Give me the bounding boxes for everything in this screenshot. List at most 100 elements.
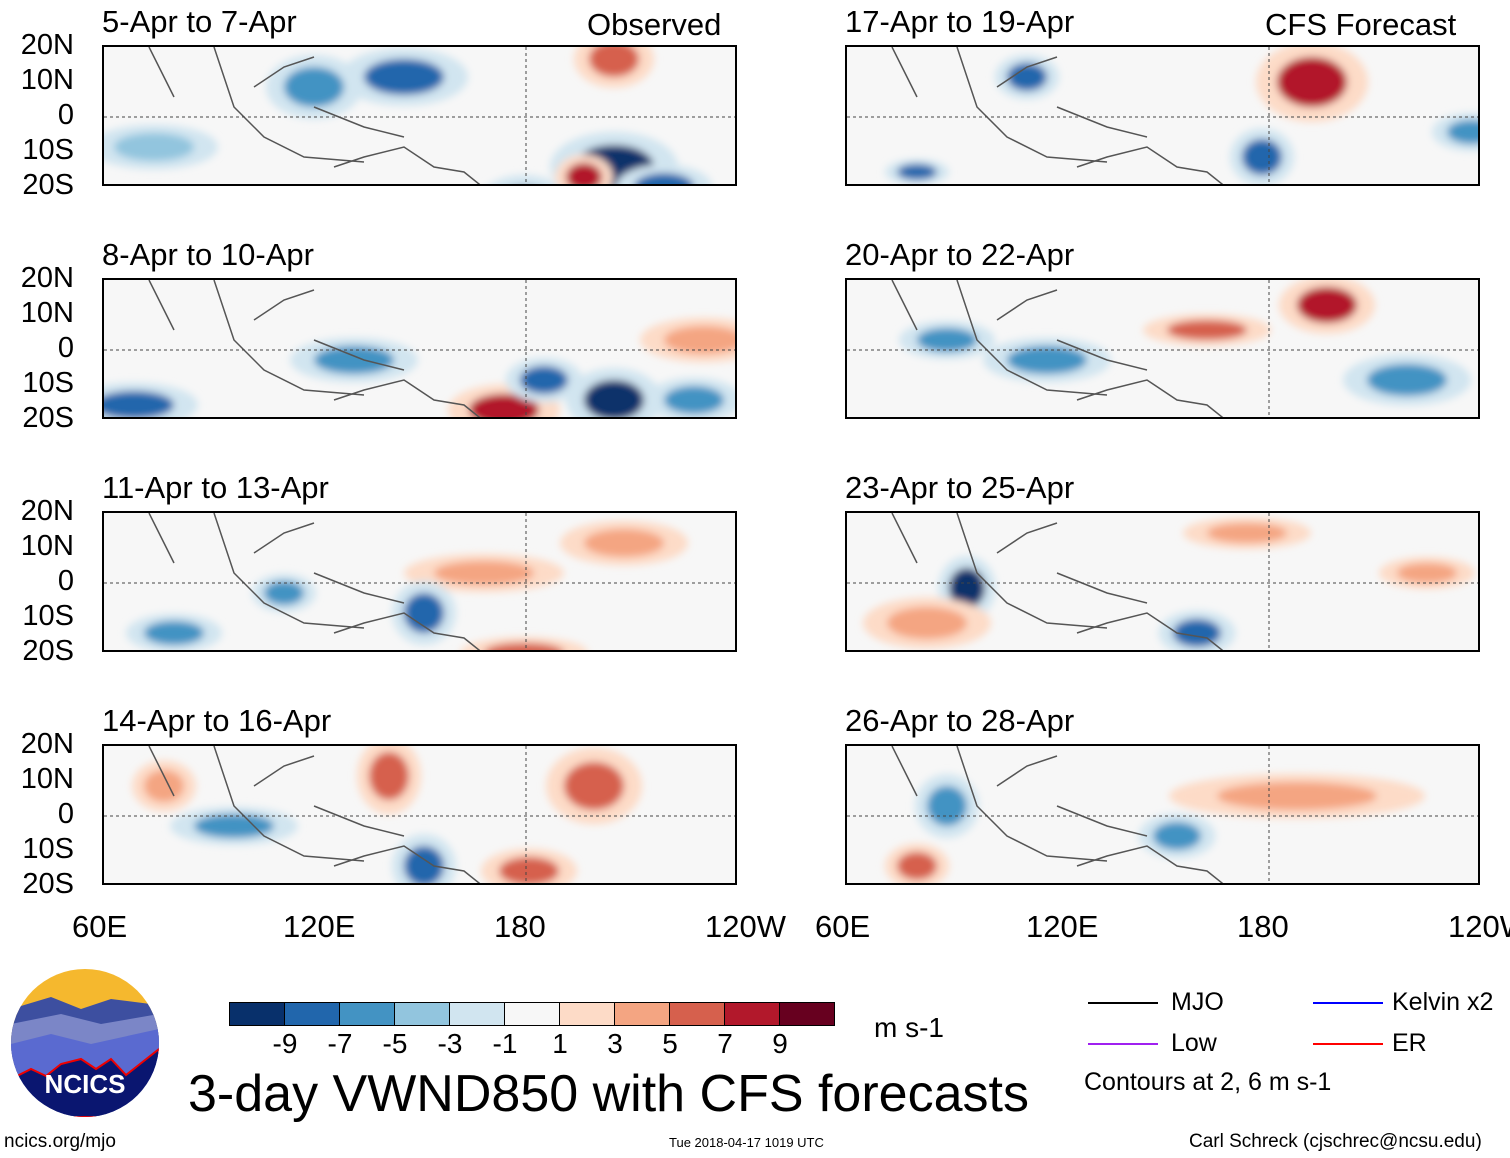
forecast-header: CFS Forecast bbox=[1265, 7, 1457, 42]
colorbar-label: -9 bbox=[272, 1028, 298, 1059]
anomaly-core bbox=[1367, 364, 1447, 396]
lat-label: 20S bbox=[22, 169, 74, 201]
lat-label: 0 bbox=[57, 565, 74, 597]
colorbar-label: 5 bbox=[662, 1028, 678, 1059]
anomaly-core bbox=[194, 814, 274, 838]
lat-label: 20S bbox=[22, 868, 74, 900]
panel-title: 17-Apr to 19-Apr bbox=[845, 4, 1075, 39]
lon-label: 120W bbox=[705, 909, 786, 944]
anomaly-core bbox=[1167, 320, 1247, 340]
lat-label: 10S bbox=[22, 833, 74, 865]
lat-label: 10N bbox=[20, 64, 74, 96]
anomaly-core bbox=[589, 47, 639, 77]
anomaly-core bbox=[1397, 563, 1457, 583]
footer-timestamp: Tue 2018-04-17 1019 UTC bbox=[669, 1135, 824, 1150]
map-panel bbox=[845, 511, 1480, 652]
colorbar-swatch bbox=[779, 1002, 835, 1026]
lat-label: 20S bbox=[22, 402, 74, 434]
figure-title: 3-day VWND850 with CFS forecasts bbox=[188, 1065, 1029, 1123]
map-panel bbox=[102, 278, 737, 419]
map-panel bbox=[102, 744, 737, 885]
map-panel bbox=[845, 45, 1480, 186]
map-panel bbox=[102, 511, 737, 652]
legend-label-er: ER bbox=[1392, 1029, 1427, 1057]
lon-label: 180 bbox=[494, 909, 546, 944]
map-panel bbox=[845, 744, 1480, 885]
anomaly-core bbox=[485, 643, 563, 650]
colorbar-units: m s-1 bbox=[874, 1012, 944, 1043]
lon-label: 60E bbox=[815, 909, 871, 944]
lat-label: 0 bbox=[57, 332, 74, 364]
lon-label: 60E bbox=[72, 909, 128, 944]
colorbar-label: 3 bbox=[607, 1028, 623, 1059]
legend-label-kelvin: Kelvin x2 bbox=[1392, 988, 1494, 1016]
colorbar-label: -1 bbox=[492, 1028, 518, 1059]
panel-title: 20-Apr to 22-Apr bbox=[845, 237, 1075, 272]
lat-label: 10N bbox=[20, 763, 74, 795]
panel-title: 8-Apr to 10-Apr bbox=[102, 237, 314, 272]
coastline bbox=[148, 513, 481, 650]
colorbar-label: 7 bbox=[717, 1028, 733, 1059]
lat-label: 10S bbox=[22, 600, 74, 632]
anomaly-core bbox=[1153, 822, 1201, 850]
anomaly-core bbox=[897, 164, 937, 180]
anomaly-core bbox=[469, 394, 539, 417]
anomaly-core bbox=[1242, 139, 1282, 175]
panel-title: 14-Apr to 16-Apr bbox=[102, 703, 332, 738]
legend-line-low bbox=[1088, 1043, 1158, 1045]
footer-credit: Carl Schreck (cjschrec@ncsu.edu) bbox=[1189, 1131, 1482, 1152]
lon-label: 120E bbox=[283, 909, 356, 944]
anomaly-core bbox=[284, 67, 344, 107]
colorbar-swatch bbox=[394, 1002, 450, 1026]
legend-line-kelvin bbox=[1313, 1002, 1383, 1004]
anomaly-core bbox=[887, 607, 967, 639]
lat-label: 20N bbox=[20, 495, 74, 527]
ncics-logo: NCICS bbox=[11, 969, 159, 1117]
anomaly-core bbox=[404, 846, 444, 883]
legend-line-mjo bbox=[1088, 1002, 1158, 1004]
anomaly-core bbox=[917, 328, 977, 352]
colorbar-swatch bbox=[449, 1002, 505, 1026]
lat-label: 10S bbox=[22, 367, 74, 399]
map-panel bbox=[102, 45, 737, 186]
anomaly-core bbox=[1297, 287, 1357, 323]
footer-url[interactable]: ncics.org/mjo bbox=[4, 1131, 116, 1152]
lat-label: 10N bbox=[20, 530, 74, 562]
anomaly-core bbox=[144, 621, 204, 645]
anomaly-core bbox=[314, 346, 394, 374]
lat-label: 0 bbox=[57, 798, 74, 830]
coastline bbox=[891, 280, 1224, 417]
anomaly-core bbox=[564, 762, 624, 810]
colorbar-swatch bbox=[284, 1002, 340, 1026]
anomaly-core bbox=[1007, 346, 1087, 374]
coastline bbox=[891, 513, 1224, 650]
anomaly-core bbox=[264, 581, 304, 605]
coastline bbox=[891, 746, 1224, 883]
anomaly-core bbox=[584, 380, 644, 417]
panel-title: 11-Apr to 13-Apr bbox=[102, 470, 329, 505]
coastline bbox=[148, 47, 481, 184]
anomaly-core bbox=[584, 529, 664, 557]
anomaly-core bbox=[144, 770, 184, 802]
lat-label: 10S bbox=[22, 134, 74, 166]
observed-header: Observed bbox=[587, 7, 722, 42]
anomaly-core bbox=[499, 857, 559, 883]
coastline bbox=[148, 280, 481, 417]
anomaly-core bbox=[664, 326, 735, 354]
lat-label: 20N bbox=[20, 728, 74, 760]
colorbar-swatch bbox=[504, 1002, 560, 1026]
lat-label: 20N bbox=[20, 29, 74, 61]
anomaly-core bbox=[404, 593, 444, 633]
anomaly-area bbox=[490, 175, 558, 184]
lon-label: 120W bbox=[1448, 909, 1510, 944]
colorbar-label: -3 bbox=[437, 1028, 463, 1059]
lon-label: 120E bbox=[1026, 909, 1099, 944]
colorbar-label: 9 bbox=[772, 1028, 788, 1059]
contour-note: Contours at 2, 6 m s-1 bbox=[1084, 1068, 1332, 1096]
anomaly-core bbox=[664, 386, 724, 414]
colorbar-swatch bbox=[669, 1002, 725, 1026]
colorbar-swatch bbox=[614, 1002, 670, 1026]
anomaly-core bbox=[369, 752, 409, 800]
colorbar-swatch bbox=[229, 1002, 285, 1026]
anomaly-core bbox=[104, 391, 174, 417]
